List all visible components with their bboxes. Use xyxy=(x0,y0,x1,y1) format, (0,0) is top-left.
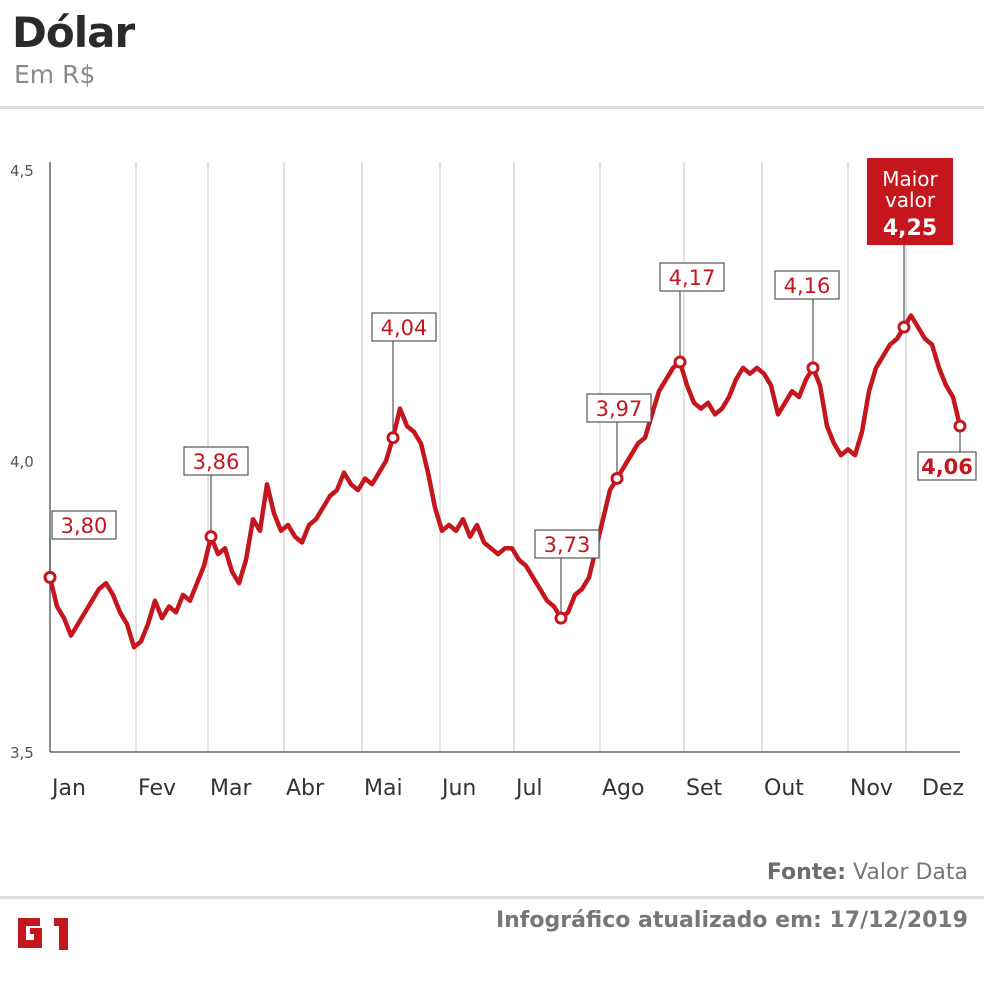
page-title: Dólar xyxy=(12,8,135,57)
highlight-label-line1: Maior xyxy=(882,167,938,191)
annotation-marker xyxy=(953,419,967,433)
header-divider xyxy=(0,106,984,109)
month-label: Jan xyxy=(50,776,86,801)
annotation-box xyxy=(534,529,600,559)
source-value: Valor Data xyxy=(853,860,968,885)
annotation-marker xyxy=(386,431,400,445)
highlight-box xyxy=(867,158,953,245)
month-label: Fev xyxy=(138,776,176,801)
highlight-value: 4,25 xyxy=(883,216,937,241)
annotation-box xyxy=(917,451,977,481)
month-label: Jun xyxy=(440,776,476,801)
annotation-label: 4,04 xyxy=(381,316,428,340)
series-line xyxy=(47,313,963,650)
month-label: Dez xyxy=(922,776,964,801)
highlight-label-line2: valor xyxy=(885,188,936,212)
annotation-label: 4,17 xyxy=(669,266,716,290)
footer-divider xyxy=(0,896,984,899)
annotation-marker xyxy=(204,530,218,544)
month-label: Mai xyxy=(364,776,403,801)
month-label: Mar xyxy=(210,776,252,801)
month-label: Set xyxy=(686,776,723,801)
month-label: Nov xyxy=(850,776,893,801)
updated-note: Infográfico atualizado em: 17/12/2019 xyxy=(495,908,968,933)
source-label: Fonte: xyxy=(766,860,847,885)
annotation-label: 3,97 xyxy=(596,397,643,421)
annotation-box xyxy=(371,312,437,342)
month-label: Out xyxy=(764,776,804,801)
annotation-marker xyxy=(43,570,57,584)
annotation-box xyxy=(659,262,725,292)
page-subtitle: Em R$ xyxy=(14,60,96,89)
month-label: Ago xyxy=(602,776,644,801)
annotation-label: 3,86 xyxy=(193,450,240,474)
annotation-box xyxy=(51,510,117,540)
month-label: Jul xyxy=(514,776,543,801)
annotation-marker xyxy=(554,611,568,625)
annotation-label: 4,16 xyxy=(784,274,831,298)
annotation-label: 3,73 xyxy=(544,533,591,557)
annotation-box xyxy=(586,393,652,423)
annotation-marker xyxy=(610,471,624,485)
month-label: Abr xyxy=(286,776,325,801)
annotation-label: 3,80 xyxy=(61,514,108,538)
annotation-box xyxy=(774,270,840,300)
g1-logo-icon[interactable] xyxy=(14,908,78,956)
annotation-marker xyxy=(806,361,820,375)
annotation-marker xyxy=(673,355,687,369)
y-tick-label: 4,5 xyxy=(10,162,34,180)
dollar-line-chart: Jan Fev Mar Abr Mai Jun Jul Ago Set Out Nov Dez 4,5 4… xyxy=(10,158,977,801)
y-tick-label: 4,0 xyxy=(10,453,34,471)
annotation-label: 4,06 xyxy=(921,455,973,479)
highlight-marker xyxy=(897,320,911,334)
annotation-box xyxy=(183,446,249,476)
y-tick-label: 3,5 xyxy=(10,744,34,762)
source-credit: Fonte: Valor Data xyxy=(767,860,968,885)
